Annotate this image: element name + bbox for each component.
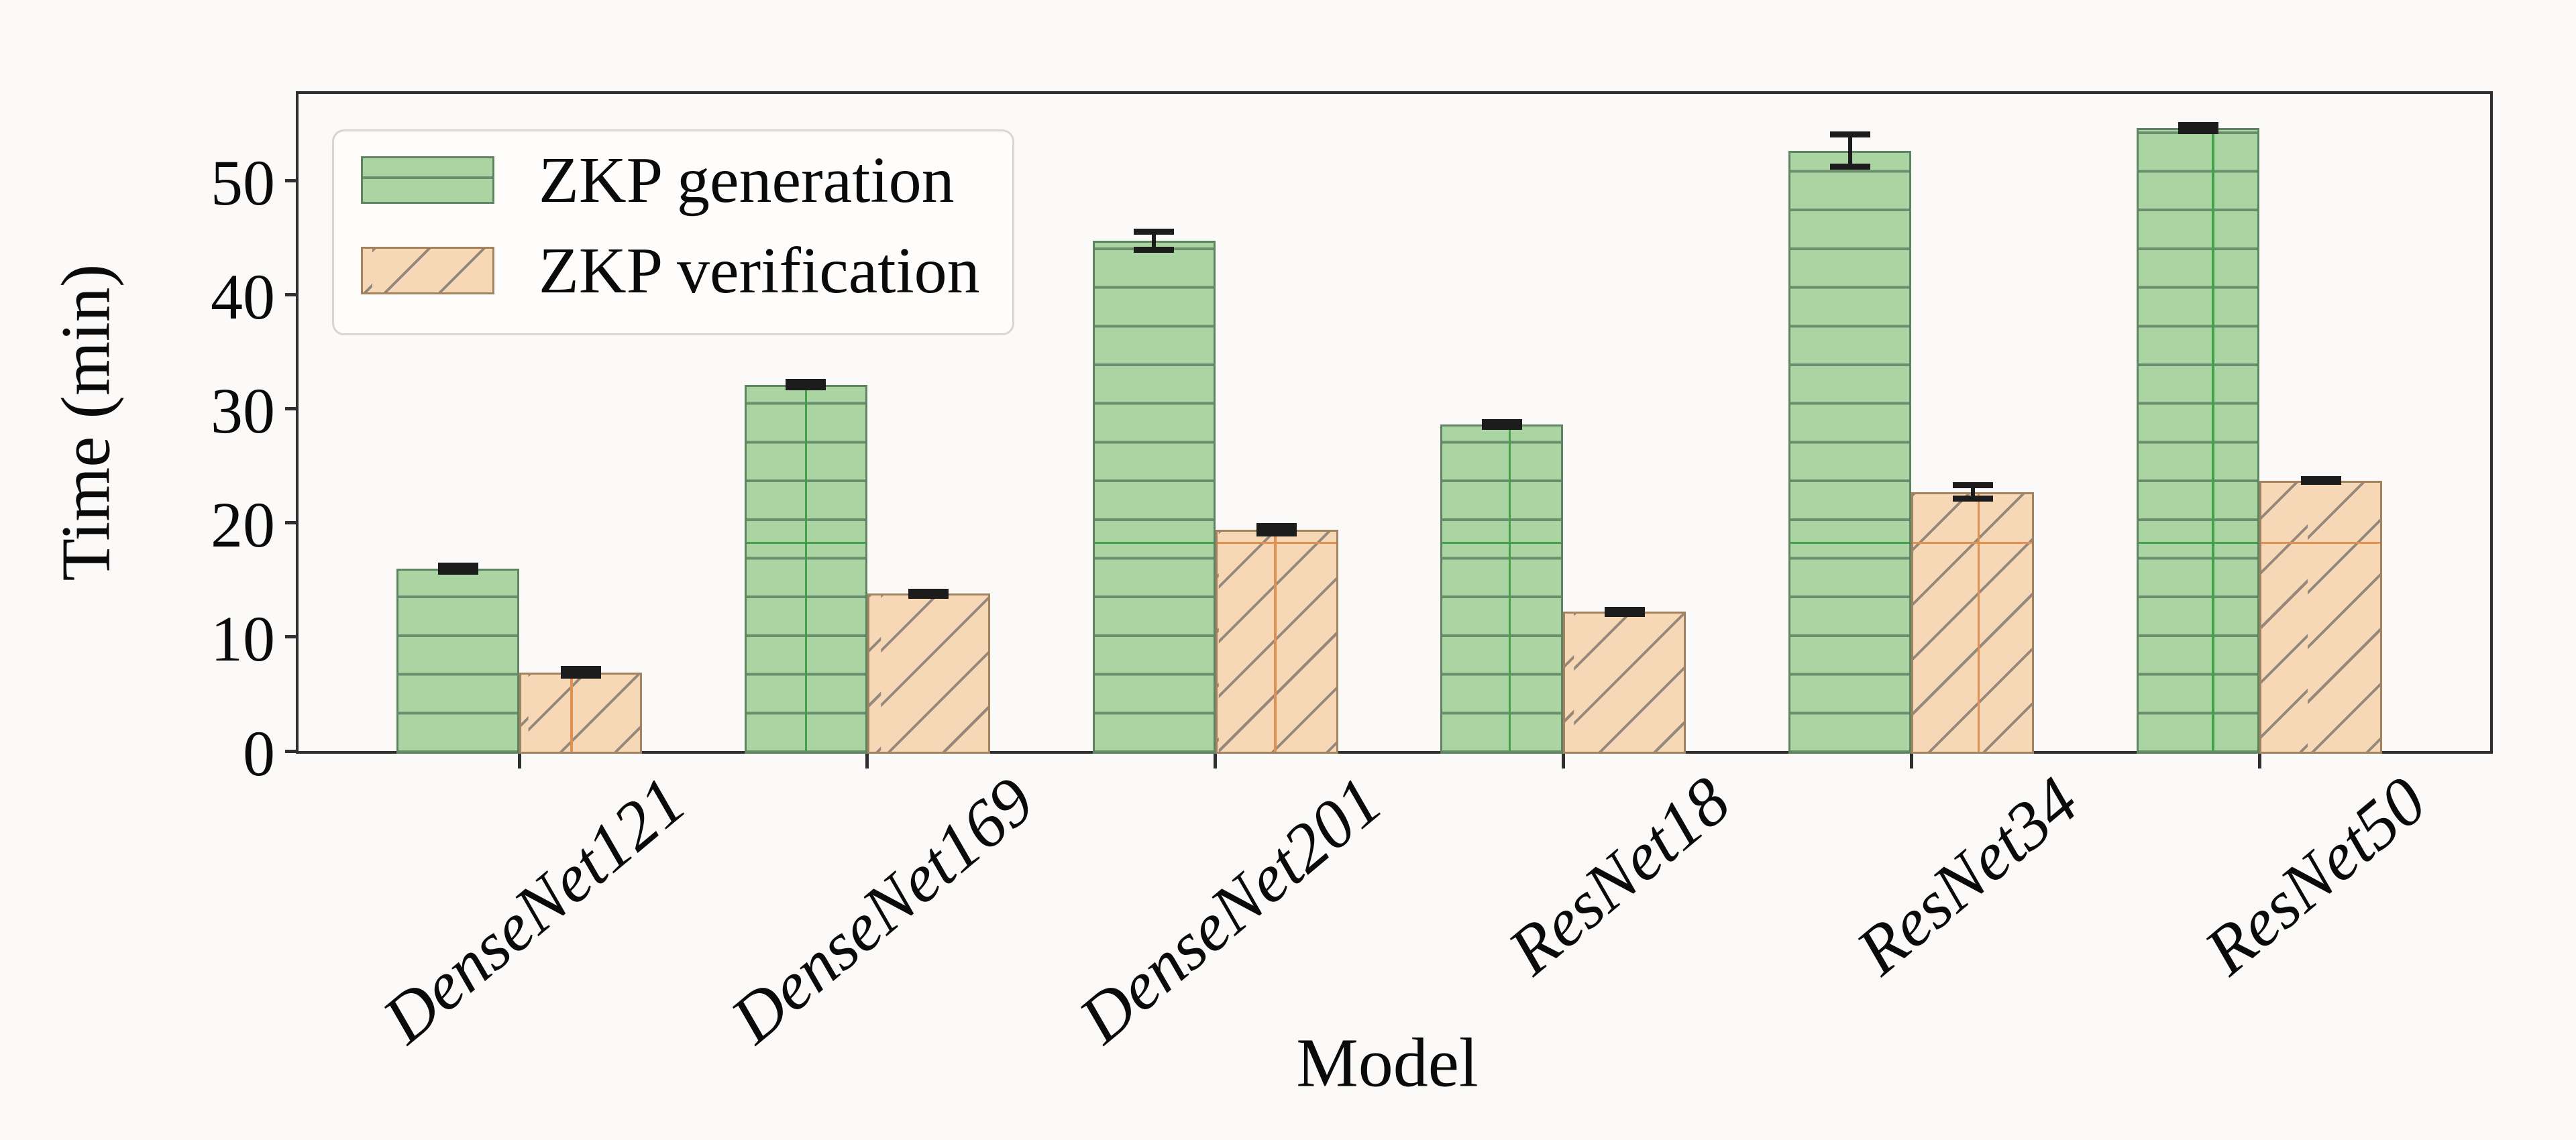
- bar-generation: [744, 384, 867, 754]
- legend-swatch-verification-icon: [361, 247, 494, 294]
- bar-grid-stem: [1508, 426, 1511, 752]
- bar-grid-hline: [1790, 541, 1910, 545]
- bar-grid-hline: [1217, 541, 1336, 545]
- x-axis-label: Model: [1296, 1024, 1479, 1102]
- y-tick-label: 20: [211, 489, 275, 561]
- errorbar-cap: [2300, 476, 2341, 486]
- bar-hatch: [2261, 482, 2380, 752]
- bar-hatch: [1913, 494, 2033, 752]
- legend-label-verification: ZKP verification: [539, 234, 980, 307]
- errorbar-stem: [1847, 134, 1852, 167]
- y-tick-mark: [285, 178, 299, 182]
- bar-grid-stem: [1977, 494, 1980, 752]
- errorbar-cap: [908, 588, 949, 599]
- errorbar-cap: [560, 666, 601, 679]
- bar-grid-hline: [746, 541, 865, 545]
- errorbar-stem: [1970, 485, 1975, 499]
- y-tick-mark: [285, 749, 299, 753]
- bar-hatch: [398, 570, 517, 752]
- bar-generation: [396, 568, 519, 754]
- x-tick-label: ResNet50: [1452, 762, 2440, 990]
- y-tick-label: 0: [243, 717, 275, 789]
- errorbar-cap: [786, 379, 826, 390]
- bar-generation: [2137, 127, 2259, 754]
- bar-hatch: [2139, 129, 2257, 752]
- legend-row-generation: ZKP generation: [361, 144, 955, 217]
- x-tick-mark: [1561, 754, 1565, 768]
- bar-hatch: [869, 595, 988, 752]
- x-tick-label-text: ResNet50: [2190, 762, 2440, 990]
- bar-verification: [1563, 612, 1686, 754]
- bar-hatch: [1565, 614, 1684, 752]
- errorbar-cap-bottom: [1134, 247, 1175, 253]
- errorbar-cap: [437, 562, 478, 575]
- x-tick-mark: [865, 754, 869, 768]
- errorbar-cap-top: [1829, 131, 1870, 138]
- errorbar-cap-top: [1952, 481, 1993, 488]
- errorbar-cap-bottom: [1952, 496, 1993, 502]
- legend-row-verification: ZKP verification: [361, 235, 980, 307]
- bar-hatch: [1442, 426, 1562, 752]
- bar-hatch: [1790, 152, 1910, 752]
- x-tick-mark: [1909, 754, 1913, 768]
- bar-hatch: [1094, 243, 1214, 752]
- legend-swatch-generation-icon: [361, 156, 494, 204]
- x-tick-mark: [517, 754, 521, 768]
- bar-hatch: [521, 674, 640, 752]
- errorbar-cap-bottom: [1829, 164, 1870, 170]
- bar-grid-stem: [2212, 129, 2214, 752]
- x-tick-mark: [2257, 754, 2261, 768]
- y-tick-label: 10: [211, 603, 275, 675]
- bar-generation: [1092, 241, 1216, 754]
- bar-verification: [1215, 529, 1338, 754]
- bar-verification: [867, 593, 990, 754]
- bar-grid-stem: [1274, 531, 1277, 752]
- errorbar-cap: [1604, 606, 1645, 617]
- bar-grid-hline: [1913, 541, 2033, 545]
- legend: ZKP generation ZKP verification: [332, 129, 1014, 335]
- y-tick-label: 40: [211, 260, 275, 333]
- errorbar-cap: [1256, 522, 1297, 536]
- x-tick-mark: [1214, 754, 1218, 768]
- y-tick-label: 30: [211, 374, 275, 447]
- bar-verification: [2259, 480, 2382, 754]
- bar-grid-stem: [570, 674, 573, 752]
- legend-label-generation: ZKP generation: [539, 144, 955, 217]
- bar-hatch: [1217, 531, 1336, 752]
- y-tick-label: 50: [211, 146, 275, 219]
- errorbar-cap: [1481, 418, 1522, 431]
- bar-grid-hline: [2261, 541, 2380, 545]
- bar-grid-hline: [1442, 541, 1562, 545]
- y-tick-mark: [285, 292, 299, 296]
- y-tick-mark: [285, 635, 299, 639]
- bar-grid-stem: [804, 386, 808, 752]
- y-tick-mark: [285, 406, 299, 410]
- bar-generation: [1788, 150, 1912, 754]
- y-tick-mark: [285, 521, 299, 525]
- plot-area: [296, 91, 2493, 754]
- bar-grid-hline: [1094, 541, 1214, 545]
- bar-verification: [1911, 492, 2035, 754]
- bar-verification: [519, 672, 642, 754]
- errorbar-cap-top: [1134, 229, 1175, 235]
- legend-swatch-hatch-line: [363, 176, 492, 179]
- bar-generation: [1440, 424, 1564, 754]
- errorbar-stem: [1152, 231, 1157, 250]
- bar-grid-hline: [2139, 541, 2257, 545]
- errorbar-cap: [2178, 121, 2218, 134]
